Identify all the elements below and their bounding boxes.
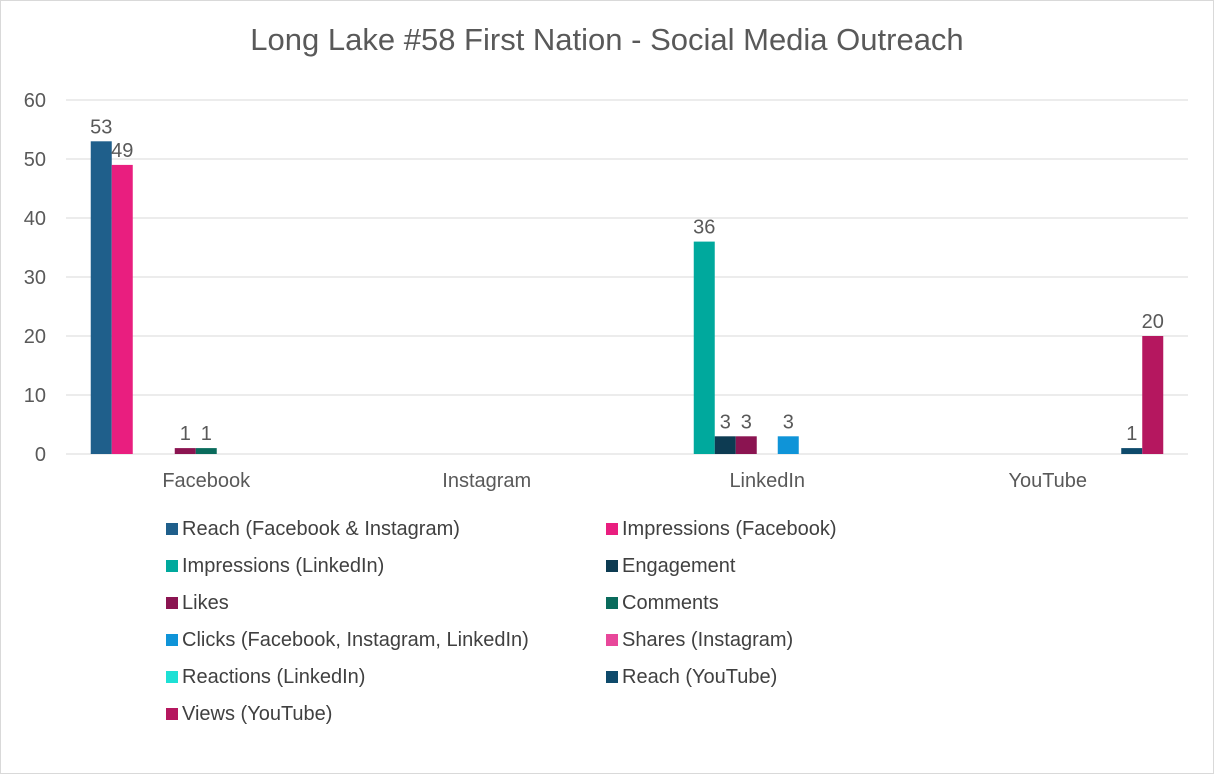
- data-label: 3: [783, 411, 794, 433]
- legend-label: Likes: [182, 591, 229, 614]
- x-category-label: YouTube: [1008, 470, 1087, 492]
- legend-swatch: [166, 634, 178, 646]
- legend-label: Clicks (Facebook, Instagram, LinkedIn): [182, 628, 529, 651]
- chart-title: Long Lake #58 First Nation - Social Medi…: [250, 22, 964, 57]
- legend-label: Reactions (LinkedIn): [182, 665, 366, 688]
- y-tick-label: 20: [24, 326, 46, 348]
- y-tick-label: 60: [24, 90, 46, 112]
- legend-label: Comments: [622, 591, 719, 614]
- data-label: 1: [201, 423, 212, 445]
- legend-swatch: [606, 523, 618, 535]
- x-category-label: Instagram: [442, 470, 531, 492]
- data-label: 1: [180, 423, 191, 445]
- legend-swatch: [606, 560, 618, 572]
- y-tick-label: 40: [24, 208, 46, 230]
- x-category-label: LinkedIn: [729, 470, 805, 492]
- data-label: 49: [111, 140, 133, 162]
- bar: [735, 436, 757, 454]
- legend-label: Reach (Facebook & Instagram): [182, 517, 460, 540]
- data-label: 3: [720, 411, 731, 433]
- legend-swatch: [166, 523, 178, 535]
- data-label: 36: [693, 217, 715, 239]
- data-label: 20: [1142, 311, 1164, 333]
- legend-item: Reach (YouTube): [606, 663, 777, 691]
- legend-item: Views (YouTube): [166, 700, 332, 728]
- legend-swatch: [166, 597, 178, 609]
- legend-swatch: [606, 671, 618, 683]
- legend-item: Clicks (Facebook, Instagram, LinkedIn): [166, 626, 529, 654]
- x-category-label: Facebook: [162, 470, 251, 492]
- legend-swatch: [166, 560, 178, 572]
- bar: [1142, 336, 1164, 454]
- data-label: 1: [1126, 423, 1137, 445]
- bar: [111, 164, 133, 454]
- legend-item: Reactions (LinkedIn): [166, 663, 365, 691]
- legend-swatch: [166, 671, 178, 683]
- legend-label: Impressions (LinkedIn): [182, 554, 385, 577]
- bar: [777, 436, 799, 454]
- legend-label: Engagement: [622, 554, 736, 577]
- data-label: 3: [741, 411, 752, 433]
- y-tick-label: 30: [24, 267, 46, 289]
- bar: [90, 141, 112, 455]
- legend-swatch: [166, 708, 178, 720]
- data-label: 53: [90, 116, 112, 138]
- bar: [174, 448, 196, 454]
- legend-item: Shares (Instagram): [606, 626, 793, 654]
- legend-label: Shares (Instagram): [622, 628, 794, 651]
- bar: [714, 436, 736, 454]
- legend-label: Impressions (Facebook): [622, 517, 837, 540]
- legend-item: Engagement: [606, 552, 735, 580]
- y-tick-label: 0: [35, 444, 46, 466]
- legend-label: Views (YouTube): [182, 702, 333, 725]
- legend-item: Impressions (Facebook): [606, 515, 837, 543]
- bar: [693, 241, 715, 454]
- legend-item: Likes: [166, 589, 229, 617]
- y-tick-label: 50: [24, 149, 46, 171]
- legend-swatch: [606, 597, 618, 609]
- y-tick-label: 10: [24, 385, 46, 407]
- bar: [195, 448, 217, 454]
- legend-label: Reach (YouTube): [622, 665, 778, 688]
- legend-item: Reach (Facebook & Instagram): [166, 515, 460, 543]
- legend-swatch: [606, 634, 618, 646]
- legend-item: Impressions (LinkedIn): [166, 552, 384, 580]
- bar: [1121, 448, 1143, 454]
- legend-item: Comments: [606, 589, 719, 617]
